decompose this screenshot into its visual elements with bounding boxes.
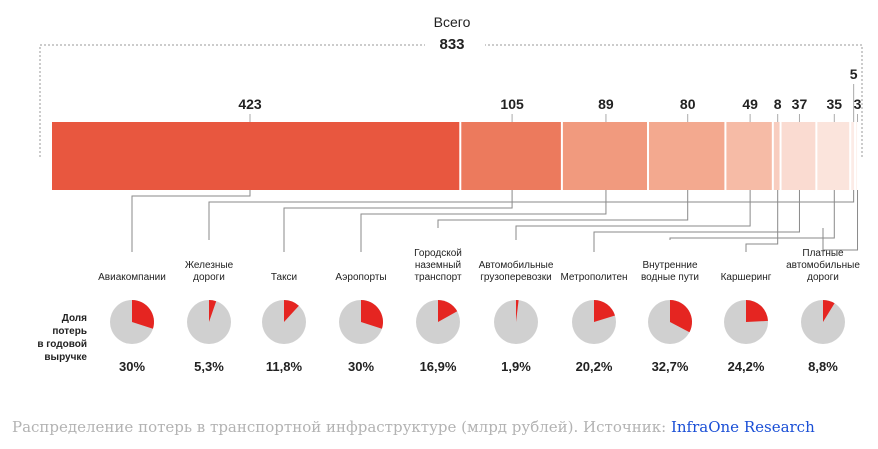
connector-железные-дороги (208, 190, 855, 240)
category-label-платные-автомобильные-дороги-line-2: дороги (807, 272, 839, 283)
share-value-городской-наземный-транспорт: 16,9% (420, 359, 457, 374)
value-label-городской-наземный-транспорт: 80 (680, 96, 696, 112)
value-label-аэропорты: 89 (598, 96, 614, 112)
connector-метрополитен (593, 190, 800, 252)
connector-городской-наземный-транспорт (437, 190, 689, 228)
share-value-аэропорты: 30% (348, 359, 374, 374)
bar-segment-авиакомпании (52, 122, 460, 190)
share-row-label-line-2: в годовой (37, 339, 87, 350)
category-label-авиакомпании-line-0: Авиакомпании (98, 272, 166, 283)
category-label-каршеринг-line-0: Каршеринг (721, 272, 772, 283)
share-value-автомобильные-грузоперевозки: 1,9% (501, 359, 531, 374)
share-row-label-line-3: выручке (44, 352, 87, 363)
category-label-городской-наземный-транспорт-line-0: Городской (414, 248, 462, 259)
pie-slice-авиакомпании (132, 300, 155, 329)
total-bracket (39, 44, 863, 157)
value-label-каршеринг: 8 (774, 96, 782, 112)
value-label-авиакомпании: 423 (238, 96, 262, 112)
pie-slice-такси (284, 300, 299, 322)
category-label-внутренние-водные-пути-line-1: водные пути (641, 272, 699, 283)
category-label-железные-дороги-line-0: Железные (185, 260, 234, 271)
category-label-платные-автомобильные-дороги-line-0: Платные (802, 248, 844, 259)
bar-segment-внутренние-водные-пути (817, 122, 850, 190)
value-label-метрополитен: 37 (792, 96, 808, 112)
connector-такси (283, 190, 513, 252)
category-label-аэропорты-line-0: Аэропорты (335, 272, 386, 283)
pie-slice-метрополитен (594, 300, 616, 322)
source-link[interactable]: InfraOne Research (670, 418, 815, 436)
category-label-внутренние-водные-пути-line-0: Внутренние (642, 260, 698, 271)
value-label-такси: 105 (500, 96, 524, 112)
connector-каршеринг (745, 190, 779, 252)
category-label-автомобильные-грузоперевозки-line-0: Автомобильные (479, 259, 554, 271)
caption-text: Распределение потерь в транспортной инфр… (12, 418, 671, 436)
category-label-городской-наземный-транспорт-line-2: транспорт (414, 272, 462, 283)
category-label-метрополитен-line-0: Метрополитен (560, 272, 627, 283)
pie-slice-аэропорты (361, 300, 383, 329)
pie-slice-платные-автомобильные-дороги (823, 300, 835, 322)
total-label: Всего (434, 14, 471, 30)
pie-slice-каршеринг (746, 300, 768, 322)
total-bracket-gap (425, 37, 485, 53)
figure-caption: Распределение потерь в транспортной инфр… (12, 418, 815, 436)
share-value-метрополитен: 20,2% (576, 359, 613, 374)
bar-segment-метрополитен (781, 122, 816, 190)
transport-losses-chart: Всего 833 423 5 105 89 80 49 37 35 8 3 Авиакомпании Ж… (37, 14, 863, 374)
category-label-такси-line-0: Такси (271, 272, 297, 283)
share-value-такси: 11,8% (266, 359, 303, 374)
bar-segment-железные-дороги (851, 122, 855, 190)
share-value-платные-автомобильные-дороги: 8,8% (808, 359, 838, 374)
bar-segment-автомобильные-грузоперевозки (726, 122, 772, 190)
value-label-платные-автомобильные-дороги: 3 (854, 96, 862, 112)
category-label-платные-автомобильные-дороги-line-1: автомобильные (786, 259, 860, 271)
value-label-внутренние-водные-пути: 35 (827, 96, 843, 112)
share-row-label-line-1: потерь (52, 326, 87, 337)
bar-segment-аэропорты (562, 122, 648, 190)
bar-segment-каршеринг (773, 122, 780, 190)
pie-slice-автомобильные-грузоперевозки (516, 300, 519, 322)
pie-slice-городской-наземный-транспорт (438, 300, 458, 322)
total-value: 833 (439, 36, 464, 53)
bar-segment-такси (461, 122, 561, 190)
bar-segment-платные-автомобильные-дороги (856, 122, 858, 190)
connector-авиакомпании (131, 190, 251, 252)
share-value-каршеринг: 24,2% (728, 359, 765, 374)
connector-платные-автомобильные-дороги (822, 190, 859, 251)
connector-внутренние-водные-пути (669, 190, 835, 240)
value-label-железные-дороги: 5 (850, 66, 858, 82)
share-value-внутренние-водные-пути: 32,7% (652, 359, 689, 374)
value-label-автомобильные-грузоперевозки: 49 (742, 96, 758, 112)
bar-segment-городской-наземный-транспорт (649, 122, 725, 190)
category-label-городской-наземный-транспорт-line-1: наземный (415, 260, 461, 271)
pie-slice-железные-дороги (209, 300, 217, 322)
share-value-железные-дороги: 5,3% (194, 359, 224, 374)
share-row-label-line-0: Доля (62, 313, 87, 324)
share-value-авиакомпании: 30% (119, 359, 145, 374)
category-label-железные-дороги-line-1: дороги (193, 272, 225, 283)
connector-аэропорты (360, 190, 607, 252)
connector-автомобильные-грузоперевозки (515, 190, 751, 240)
category-label-автомобильные-грузоперевозки-line-1: грузоперевозки (480, 272, 551, 283)
pie-slice-внутренние-водные-пути (670, 300, 692, 333)
